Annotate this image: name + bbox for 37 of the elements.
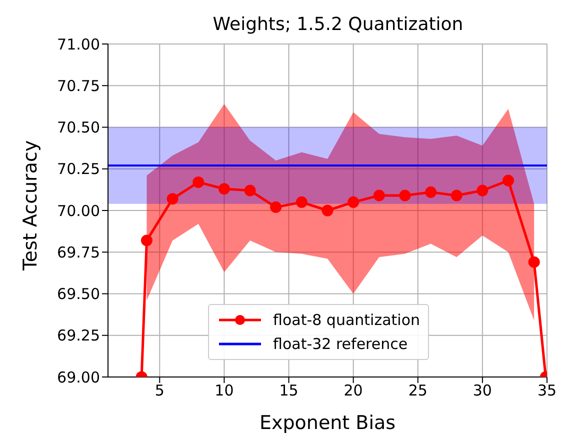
y-tick-label: 69.50 [57, 285, 100, 304]
y-tick-label: 71.00 [57, 35, 100, 54]
x-axis-title: Exponent Bias [259, 412, 396, 434]
x-tick-label: 30 [472, 382, 492, 400]
x-tick-label: 35 [537, 382, 557, 400]
point [399, 190, 411, 202]
point [425, 186, 437, 198]
point [502, 174, 514, 186]
y-tick-label: 69.00 [57, 368, 100, 386]
x-tick-label: 25 [408, 382, 428, 400]
point [450, 190, 462, 202]
point [166, 193, 178, 205]
point [270, 201, 282, 213]
y-tick-label: 69.25 [57, 326, 100, 345]
y-axis-title: Test Accuracy [20, 140, 42, 272]
point [218, 183, 230, 195]
point [296, 196, 308, 208]
point [528, 256, 540, 268]
point [476, 184, 488, 196]
x-tick-label: 20 [344, 382, 363, 400]
point [322, 204, 334, 216]
y-tick-label: 70.75 [57, 76, 100, 95]
x-tick-label: 10 [214, 382, 234, 400]
point [192, 176, 204, 188]
point [140, 234, 152, 246]
point [244, 184, 256, 196]
y-tick-label: 70.50 [57, 118, 100, 137]
chart-title: Weights; 1.5.2 Quantization [212, 14, 464, 35]
y-tick-label: 69.75 [57, 243, 100, 262]
y-tick-label: 70.00 [57, 202, 100, 220]
point [373, 190, 385, 202]
x-tick-label: 15 [279, 382, 298, 400]
point [348, 196, 360, 208]
y-tick-label: 70.25 [57, 160, 100, 178]
x-tick-label: 5 [154, 382, 164, 400]
legend-label: float-32 reference [273, 334, 408, 355]
legend-label: float-8 quantization [273, 310, 420, 331]
